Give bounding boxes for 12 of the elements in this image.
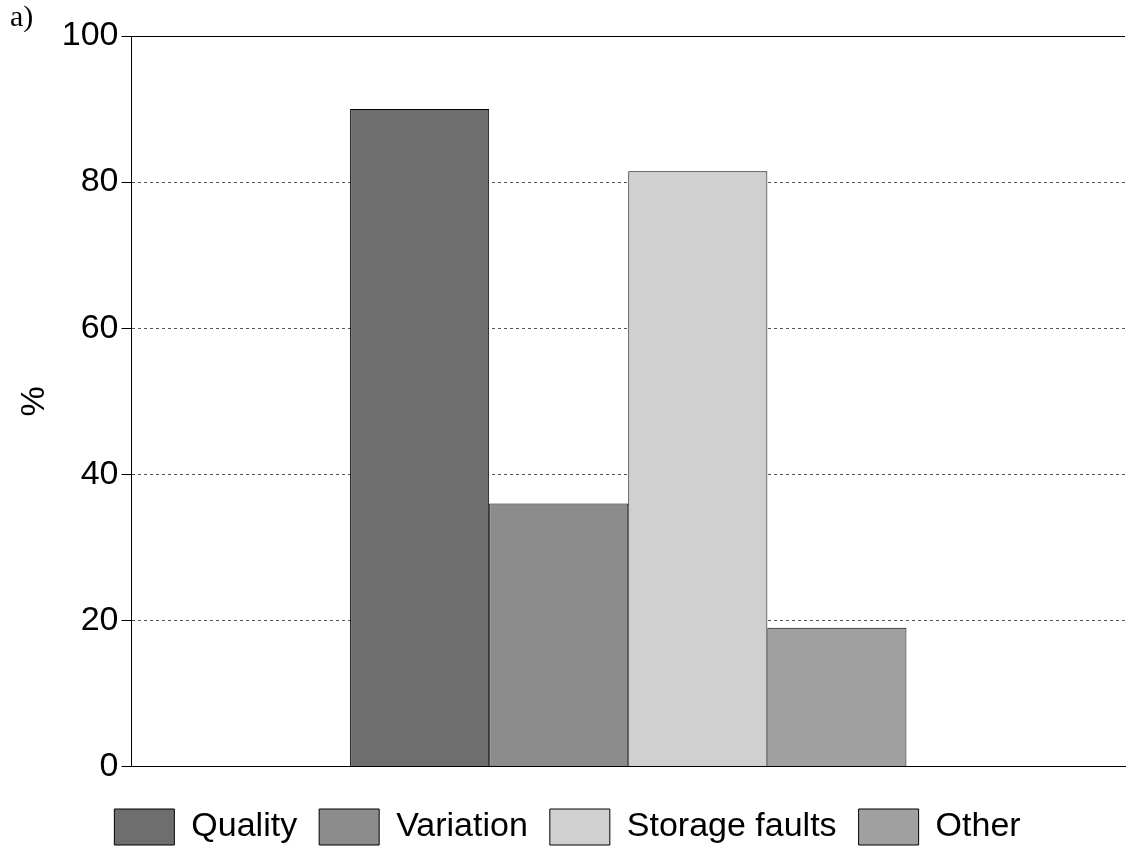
legend-label: Variation [396,805,528,844]
y-tick-label: 40 [80,452,119,491]
y-axis-title: % [12,386,51,417]
legend-label: Quality [191,805,298,844]
y-tick-label: 20 [80,598,119,637]
y-tick-label: 80 [80,160,119,199]
chart-title: a) [10,0,34,33]
y-tick-label: 60 [80,306,119,345]
y-tick-label: 0 [99,744,119,783]
legend-label: Storage faults [626,805,837,844]
y-tick-label: 100 [61,14,119,53]
legend-label: Other [935,805,1021,844]
